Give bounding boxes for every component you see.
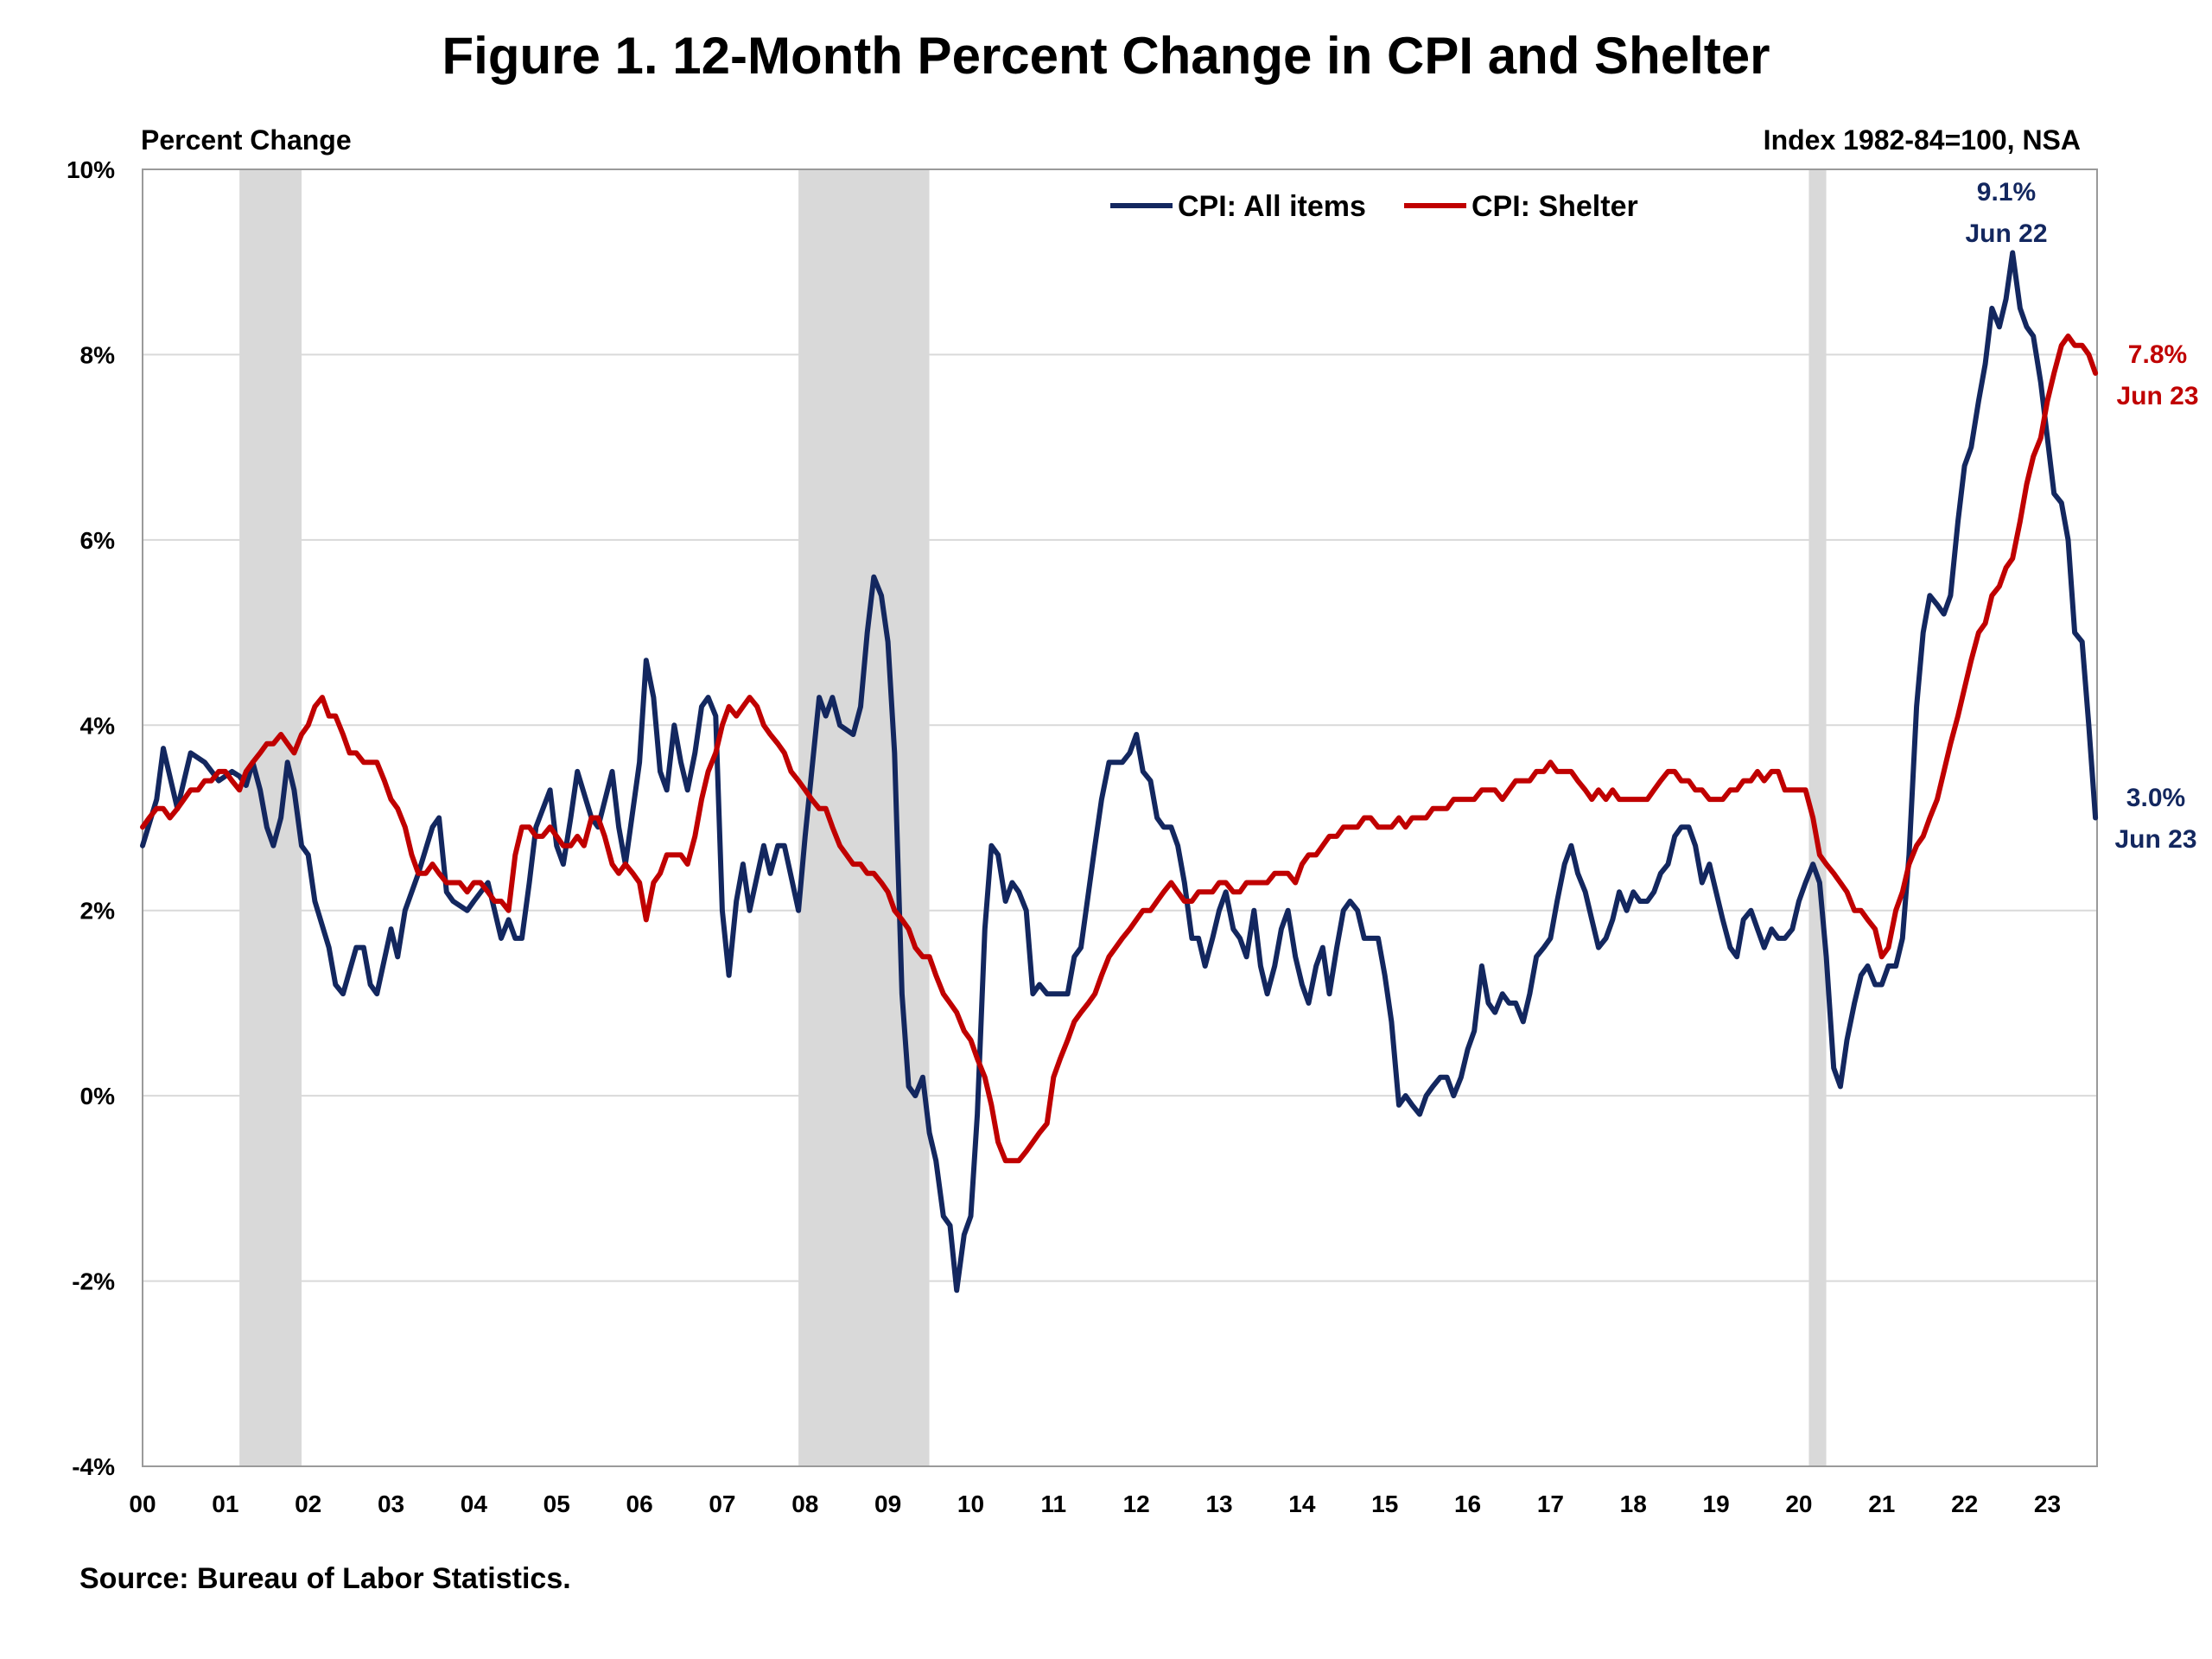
x-tick-label: 15 (1371, 1491, 1398, 1517)
annotation-label: Jun 22 (1965, 219, 2047, 248)
x-tick-label: 16 (1454, 1491, 1481, 1517)
annotation-label: Jun 23 (2116, 382, 2198, 410)
y-tick-label: 6% (80, 527, 116, 554)
plot-frame (142, 168, 2098, 1467)
x-tick-label: 10 (957, 1491, 984, 1517)
series-layer (140, 250, 2099, 1294)
legend-label: CPI: All items (1178, 190, 1366, 223)
y-tick-label: 4% (80, 712, 116, 739)
x-tick-label: 02 (295, 1491, 321, 1517)
y-tick-label: 8% (80, 341, 116, 368)
tick-labels: -4% -2% 0% 2% 4% 6% 8% 10% 00 01 02 03 04 05 06 07 08 09 1… (67, 156, 2061, 1517)
chart-title: Figure 1. 12-Month Percent Change in CPI… (442, 27, 1770, 85)
annotation-label: 3.0% (2126, 784, 2185, 812)
annotation-label: Jun 23 (2114, 825, 2196, 854)
series-line-cpi-all-items (140, 250, 2099, 1294)
y-tick-label: -2% (72, 1268, 115, 1295)
x-tick-label: 20 (1785, 1491, 1812, 1517)
x-tick-label: 17 (1537, 1491, 1564, 1517)
recession-band-1 (239, 169, 302, 1466)
gridlines (143, 168, 2097, 1467)
x-tick-label: 08 (791, 1491, 818, 1517)
x-tick-label: 12 (1123, 1491, 1150, 1517)
x-tick-label: 09 (874, 1491, 901, 1517)
x-tick-label: 22 (1951, 1491, 1978, 1517)
y-axis-unit-label: Percent Change (141, 124, 352, 156)
legend-label: CPI: Shelter (1471, 190, 1638, 223)
recession-shading-layer (239, 169, 1827, 1466)
x-tick-label: 23 (2034, 1491, 2061, 1517)
x-tick-label: 18 (1620, 1491, 1647, 1517)
x-tick-label: 21 (1868, 1491, 1895, 1517)
y-tick-label: 0% (80, 1083, 116, 1109)
source-note: Source: Bureau of Labor Statistics. (79, 1562, 571, 1595)
x-tick-label: 03 (378, 1491, 404, 1517)
index-note: Index 1982-84=100, NSA (1763, 124, 2081, 156)
x-tick-label: 06 (626, 1491, 653, 1517)
x-tick-label: 19 (1703, 1491, 1730, 1517)
x-tick-label: 05 (543, 1491, 570, 1517)
y-tick-label: -4% (72, 1453, 115, 1480)
recession-band-2 (798, 169, 930, 1466)
x-tick-label: 00 (129, 1491, 156, 1517)
recession-band-3 (1808, 169, 1827, 1466)
series-line-cpi-shelter (140, 334, 2099, 1164)
annotations: 9.1% Jun 22 7.8% Jun 23 3.0% Jun 23 (1965, 178, 2198, 854)
legend: CPI: All items CPI: Shelter (1110, 190, 1638, 223)
x-tick-label: 04 (461, 1491, 488, 1517)
x-tick-label: 01 (212, 1491, 238, 1517)
x-tick-label: 11 (1041, 1491, 1067, 1517)
annotation-label: 9.1% (1977, 178, 2036, 207)
y-tick-label: 10% (67, 156, 115, 183)
x-tick-label: 13 (1205, 1491, 1232, 1517)
x-tick-label: 14 (1288, 1491, 1316, 1517)
x-tick-label: 07 (709, 1491, 735, 1517)
annotation-label: 7.8% (2128, 340, 2187, 369)
y-tick-label: 2% (80, 898, 116, 925)
